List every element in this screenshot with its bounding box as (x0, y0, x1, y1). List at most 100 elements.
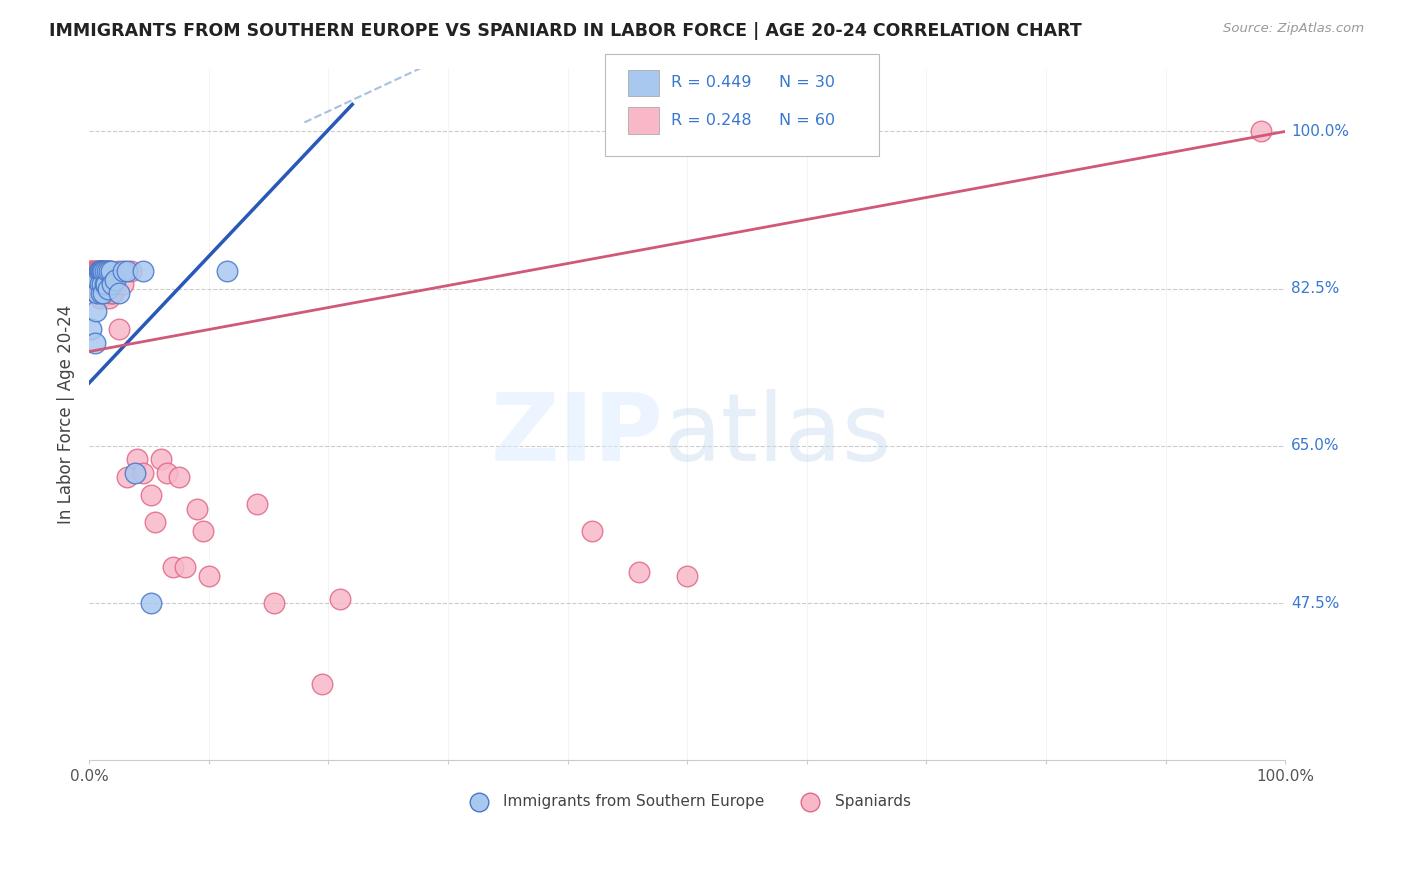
Point (90, 286, 112, 301)
Point (86, 286, 108, 301)
Point (93, 286, 115, 301)
Point (98, 263, 121, 277)
Point (263, 596, 285, 610)
Point (676, 569, 699, 583)
Point (101, 277, 124, 292)
Point (100, 263, 122, 277)
Point (167, 470, 190, 484)
Point (89, 291, 111, 305)
Text: 47.5%: 47.5% (1291, 596, 1340, 611)
Point (90, 263, 112, 277)
Point (91, 263, 114, 277)
Point (125, 452, 148, 467)
Point (82, 277, 104, 292)
Point (89, 277, 111, 292)
Point (93, 286, 115, 301)
Point (89, 277, 111, 292)
Point (91, 263, 114, 277)
Point (90, 263, 112, 277)
Point (245, 497, 267, 511)
Point (86, 263, 108, 277)
Point (83, 263, 105, 277)
Point (156, 466, 179, 480)
Point (101, 286, 124, 301)
Text: ZIP: ZIP (491, 389, 664, 481)
Text: IMMIGRANTS FROM SOUTHERN EUROPE VS SPANIARD IN LABOR FORCE | AGE 20-24 CORRELATI: IMMIGRANTS FROM SOUTHERN EUROPE VS SPANI… (49, 22, 1083, 40)
Point (91, 277, 114, 292)
Text: R = 0.248: R = 0.248 (671, 113, 751, 128)
Point (91, 277, 114, 292)
Point (84, 304, 107, 318)
Point (94, 286, 117, 301)
Text: 100.0%: 100.0% (1291, 124, 1350, 139)
Text: Source: ZipAtlas.com: Source: ZipAtlas.com (1223, 22, 1364, 36)
Point (82, 263, 104, 277)
Point (87, 263, 110, 277)
Point (100, 263, 122, 277)
Point (108, 286, 131, 301)
Point (101, 286, 124, 301)
Text: N = 60: N = 60 (779, 113, 835, 128)
Point (1250, 124, 1272, 138)
Point (143, 516, 166, 530)
Point (117, 263, 139, 277)
Point (93, 277, 115, 292)
Point (104, 273, 127, 287)
Point (89, 263, 111, 277)
Point (97, 286, 120, 301)
Point (132, 466, 155, 480)
Point (141, 596, 163, 610)
Legend: Immigrants from Southern Europe, Spaniards: Immigrants from Southern Europe, Spaniar… (457, 788, 917, 815)
Point (84, 286, 107, 301)
Point (93, 263, 115, 277)
Point (84, 263, 107, 277)
Point (329, 591, 352, 606)
Point (141, 488, 163, 502)
Text: R = 0.449: R = 0.449 (671, 76, 751, 90)
Point (120, 263, 142, 277)
Point (84, 335, 107, 350)
Point (96, 263, 118, 277)
Point (94, 277, 117, 292)
Point (132, 263, 155, 277)
Point (149, 452, 172, 467)
Point (89, 263, 111, 277)
Point (162, 560, 184, 574)
Point (104, 277, 127, 292)
Point (100, 286, 122, 301)
Point (173, 560, 195, 574)
Point (93, 263, 115, 277)
Point (79, 263, 101, 277)
Point (111, 277, 134, 292)
Text: 82.5%: 82.5% (1291, 281, 1340, 296)
Point (311, 677, 333, 691)
Point (581, 524, 603, 539)
Point (90, 263, 112, 277)
Point (87, 263, 110, 277)
Point (191, 524, 214, 539)
Point (98, 291, 121, 305)
Point (628, 565, 651, 579)
Point (93, 263, 115, 277)
Point (80, 322, 103, 336)
Point (186, 501, 208, 516)
Point (86, 273, 108, 287)
Point (93, 263, 115, 277)
Point (96, 263, 118, 277)
Point (84, 277, 107, 292)
Point (87, 263, 110, 277)
Point (215, 263, 238, 277)
Text: atlas: atlas (664, 389, 891, 481)
Point (87, 286, 110, 301)
Point (80, 263, 103, 277)
Point (108, 322, 131, 336)
Point (84, 263, 107, 277)
Point (117, 470, 139, 484)
Point (197, 569, 219, 583)
Point (124, 466, 146, 480)
Text: N = 30: N = 30 (779, 76, 835, 90)
Point (97, 282, 120, 296)
Point (86, 263, 108, 277)
Point (111, 263, 134, 277)
Point (107, 263, 129, 277)
